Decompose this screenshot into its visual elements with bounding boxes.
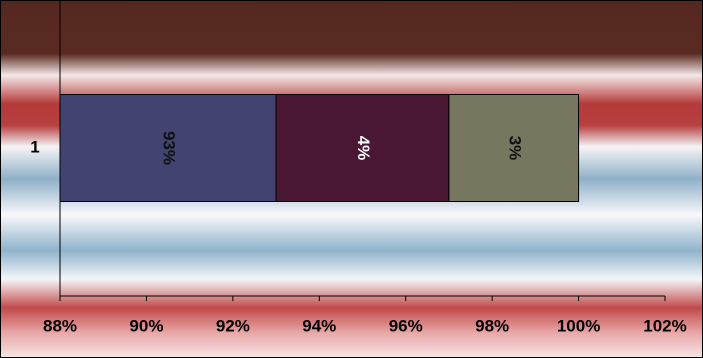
x-tick-label: 96% bbox=[389, 316, 423, 335]
y-tick-label: 1 bbox=[30, 137, 39, 156]
bar-segment bbox=[275, 94, 450, 202]
value-label: 3% bbox=[505, 136, 524, 161]
x-tick-label: 102% bbox=[643, 316, 686, 335]
x-tick-label: 98% bbox=[475, 316, 509, 335]
bar-segment bbox=[59, 94, 277, 202]
x-tick-label: 88% bbox=[43, 316, 77, 335]
x-tick-label: 100% bbox=[557, 316, 600, 335]
x-tick-label: 90% bbox=[129, 316, 163, 335]
value-label: 4% bbox=[354, 136, 373, 161]
bar-segment bbox=[448, 94, 580, 202]
x-tick-label: 94% bbox=[302, 316, 336, 335]
x-tick-label: 92% bbox=[216, 316, 250, 335]
value-label: 93% bbox=[160, 131, 179, 165]
